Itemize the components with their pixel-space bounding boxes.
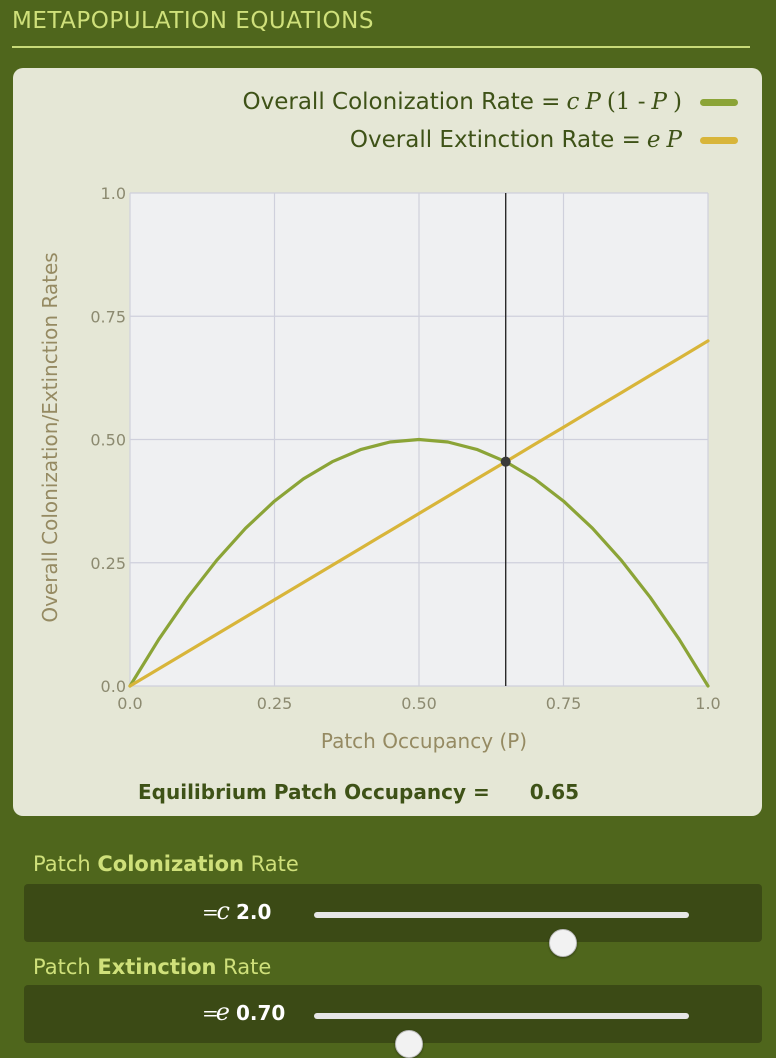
colonization-value: 2.0 xyxy=(236,900,272,924)
legend-colonization-close: ) xyxy=(673,89,682,115)
colonization-label-bold: Colonization xyxy=(97,852,244,876)
legend-extinction-label: Overall Extinction Rate = xyxy=(349,127,641,153)
legend-extinction-e: e xyxy=(646,127,661,153)
colonization-rate-label: Patch Colonization Rate xyxy=(33,852,299,876)
extinction-equals: = xyxy=(202,1001,219,1025)
extinction-rate-line xyxy=(128,339,710,688)
extinction-slider-box: e = 0.70 xyxy=(24,985,762,1058)
extinction-symbol: e xyxy=(215,998,230,1026)
extinction-value: 0.70 xyxy=(236,1001,286,1025)
y-tick-label: 0.75 xyxy=(90,307,126,326)
header-divider xyxy=(12,46,750,48)
y-axis-label: Overall Colonization/Extinction Rates xyxy=(38,252,62,622)
x-tick-label: 0.0 xyxy=(117,694,142,713)
legend-colonization-p: P xyxy=(585,89,601,115)
equilibrium-label: Equilibrium Patch Occupancy = xyxy=(138,780,490,804)
x-tick-label: 1.0 xyxy=(695,694,720,713)
x-axis-label: Patch Occupancy (P) xyxy=(321,729,527,753)
colonization-rate-line xyxy=(128,437,710,688)
legend-colonization-c: c xyxy=(566,89,580,115)
equilibrium-point xyxy=(500,456,511,467)
colonization-slider-box: c = 2.0 xyxy=(24,884,762,957)
equilibrium-readout: Equilibrium Patch Occupancy = 0.65 xyxy=(138,780,579,804)
legend-colonization-swatch xyxy=(700,98,738,106)
y-tick-label: 0.0 xyxy=(101,677,126,696)
legend-extinction-p: P xyxy=(666,127,682,153)
colonization-label-post: Rate xyxy=(243,852,299,876)
colonization-slider-track[interactable] xyxy=(314,912,689,957)
y-tick-label: 0.50 xyxy=(90,431,126,450)
equilibrium-value: 0.65 xyxy=(529,780,580,804)
page-title: METAPOPULATION EQUATIONS xyxy=(12,8,374,34)
legend-colonization-open: (1 - xyxy=(606,89,646,115)
extinction-label-post: Rate xyxy=(216,955,272,979)
y-tick-label: 1.0 xyxy=(101,184,126,203)
legend-colonization-label: Overall Colonization Rate = xyxy=(242,89,561,115)
y-tick-label: 0.25 xyxy=(90,554,126,573)
x-tick-label: 0.75 xyxy=(546,694,582,713)
x-tick-label: 0.25 xyxy=(257,694,293,713)
legend-extinction: Overall Extinction Rate = e P xyxy=(350,125,738,155)
extinction-slider-knob[interactable] xyxy=(394,1030,423,1058)
legend-extinction-swatch xyxy=(700,136,738,144)
colonization-label-pre: Patch xyxy=(33,852,98,876)
extinction-rate-label: Patch Extinction Rate xyxy=(33,955,271,979)
extinction-slider-track[interactable] xyxy=(314,1013,689,1058)
colonization-slider-knob[interactable] xyxy=(548,929,577,957)
extinction-label-bold: Extinction xyxy=(97,955,217,979)
legend-colonization-p2: P xyxy=(651,89,668,115)
extinction-label-pre: Patch xyxy=(33,955,98,979)
colonization-symbol: c xyxy=(216,897,230,925)
colonization-equals: = xyxy=(202,900,219,924)
x-tick-label: 0.50 xyxy=(401,694,437,713)
legend-colonization: Overall Colonization Rate = c P (1 - P) xyxy=(243,87,738,117)
